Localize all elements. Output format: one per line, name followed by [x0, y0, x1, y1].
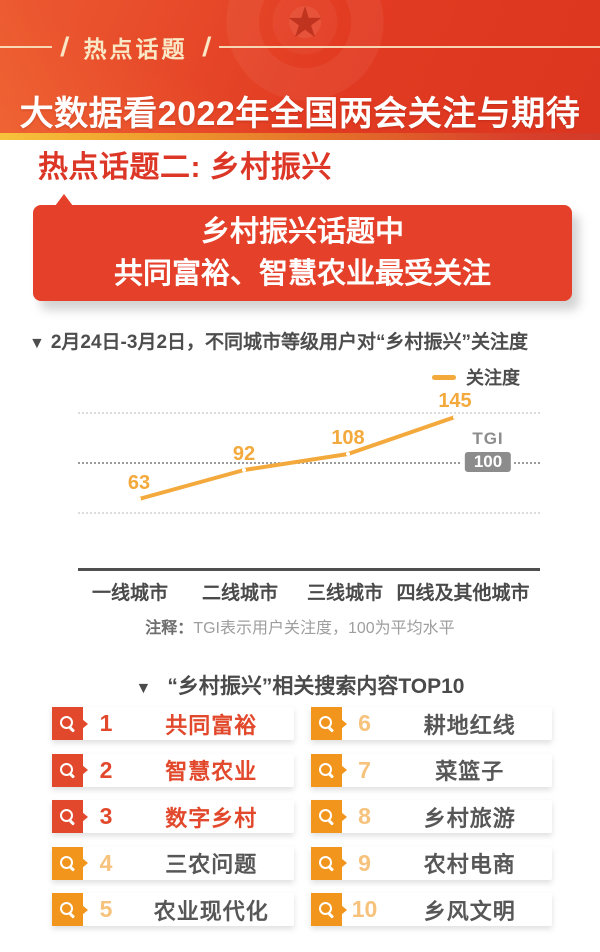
search-icon — [318, 809, 334, 824]
slash-icon: / — [59, 32, 71, 62]
rank-number: 7 — [358, 756, 371, 783]
triangle-down-icon: ▼ — [135, 680, 152, 697]
rank-number: 1 — [99, 710, 113, 736]
rank-row-10: 10 乡风文明 — [310, 893, 552, 926]
search-badge — [52, 753, 83, 787]
rank-number: 9 — [358, 849, 371, 876]
search-icon — [318, 716, 334, 731]
search-badge — [52, 846, 83, 880]
search-icon — [60, 716, 75, 731]
rank-number: 6 — [358, 710, 371, 736]
search-badge — [310, 707, 342, 740]
callout-line1: 乡村振兴话题中 — [200, 216, 404, 248]
rank-number: 4 — [99, 849, 113, 876]
rank-label: 农村电商 — [423, 852, 516, 877]
page-title: 大数据看2022年全国两会关注与期待 — [19, 95, 581, 133]
chart-note: 注释：TGI表示用户关注度，100为平均水平 — [0, 614, 600, 638]
rank-label: 三农问题 — [165, 852, 258, 877]
search-icon — [60, 855, 75, 871]
tgi-100-badge: 100 — [461, 449, 515, 475]
rank-label: 乡村旅游 — [423, 805, 516, 831]
top10-heading-text: “乡村振兴”相关搜索内容TOP10 — [167, 675, 465, 698]
search-badge — [52, 707, 83, 740]
trend-line-svg — [137, 415, 457, 501]
line-chart-plot: TGI 100 63 一线城市 92 二线城市 108 三线城市 145 四线及其他城市 — [0, 390, 600, 606]
x-axis-label: 二线城市 — [201, 583, 279, 604]
note-prefix: 注释： — [145, 620, 194, 637]
search-badge — [52, 893, 83, 926]
search-icon — [60, 762, 75, 778]
rank-label: 共同富裕 — [165, 712, 258, 738]
gridline-50 — [78, 512, 540, 514]
search-icon — [318, 762, 334, 778]
slash-icon: / — [200, 32, 212, 62]
data-label: 92 — [232, 443, 256, 465]
x-axis-label: 四线及其他城市 — [396, 583, 530, 604]
chart-title: ▼ 2月24日-3月2日，不同城市等级用户对“乡村振兴”关注度 — [29, 330, 600, 357]
search-badge — [310, 846, 342, 880]
rank-number: 10 — [351, 896, 378, 922]
search-icon — [318, 902, 334, 917]
search-icon — [60, 809, 75, 824]
rank-row-9: 9 农村电商 — [310, 846, 552, 880]
legend-label: 关注度 — [466, 368, 520, 388]
search-icon — [60, 902, 75, 917]
legend-line-swatch — [432, 374, 456, 380]
rank-row-1: 1 共同富裕 — [52, 707, 294, 740]
rank-number: 8 — [358, 803, 371, 829]
callout-line2: 共同富裕、智慧农业最受关注 — [113, 258, 491, 290]
note-text: TGI表示用户关注度，100为平均水平 — [193, 620, 455, 637]
rank-row-6: 6 耕地红线 — [310, 707, 552, 740]
chart-legend: 关注度 — [0, 367, 600, 388]
rank-row-7: 7 菜篮子 — [310, 753, 552, 787]
rank-row-2: 2 智慧农业 — [52, 753, 294, 787]
data-label: 145 — [438, 390, 472, 412]
data-label: 108 — [331, 427, 365, 449]
section-heading: 热点话题二: 乡村振兴 — [38, 151, 332, 184]
rank-row-4: 4 三农问题 — [52, 846, 294, 880]
search-badge — [310, 893, 342, 926]
rank-label: 智慧农业 — [165, 759, 258, 784]
rank-label: 农业现代化 — [153, 898, 269, 924]
gradient-divider — [0, 133, 600, 140]
rank-row-3: 3 数字乡村 — [52, 800, 294, 833]
rank-label: 耕地红线 — [423, 712, 516, 738]
rank-number: 5 — [99, 896, 113, 922]
search-rank-list: 1 共同富裕 2 智慧农业 3 数字乡村 4 三农问题 5 农业现代化 6 耕地… — [52, 707, 552, 926]
top10-heading: ▼ “乡村振兴”相关搜索内容TOP10 — [0, 670, 600, 700]
topic-tag-row: / 热点话题 / — [0, 30, 600, 64]
data-label: 63 — [127, 472, 151, 494]
callout-bubble: 乡村振兴话题中 共同富裕、智慧农业最受关注 — [33, 194, 572, 301]
chart-title-text: 2月24日-3月2日，不同城市等级用户对“乡村振兴”关注度 — [50, 332, 529, 353]
topic-tag-label: 热点话题 — [83, 36, 188, 62]
x-axis-label: 三线城市 — [306, 583, 384, 604]
gridline-150 — [78, 412, 540, 414]
tag-line-left — [0, 46, 52, 48]
tgi-label: TGI — [472, 429, 504, 448]
gridline-tgi-100 — [78, 462, 540, 464]
tag-line-right — [219, 46, 600, 48]
rank-row-8: 8 乡村旅游 — [310, 800, 552, 833]
search-badge — [310, 753, 342, 787]
search-badge — [52, 800, 83, 833]
rank-row-5: 5 农业现代化 — [52, 893, 294, 926]
search-badge — [310, 800, 342, 833]
triangle-down-icon: ▼ — [29, 335, 45, 352]
x-axis-label: 一线城市 — [91, 583, 169, 604]
rank-label: 乡风文明 — [423, 898, 516, 924]
rank-number: 2 — [99, 756, 113, 783]
rank-number: 3 — [99, 803, 113, 829]
search-icon — [318, 855, 334, 871]
x-axis-line — [78, 568, 540, 571]
rank-label: 菜篮子 — [435, 759, 505, 784]
rank-label: 数字乡村 — [165, 805, 258, 831]
header-banner: / 热点话题 / 大数据看2022年全国两会关注与期待 — [0, 0, 600, 133]
